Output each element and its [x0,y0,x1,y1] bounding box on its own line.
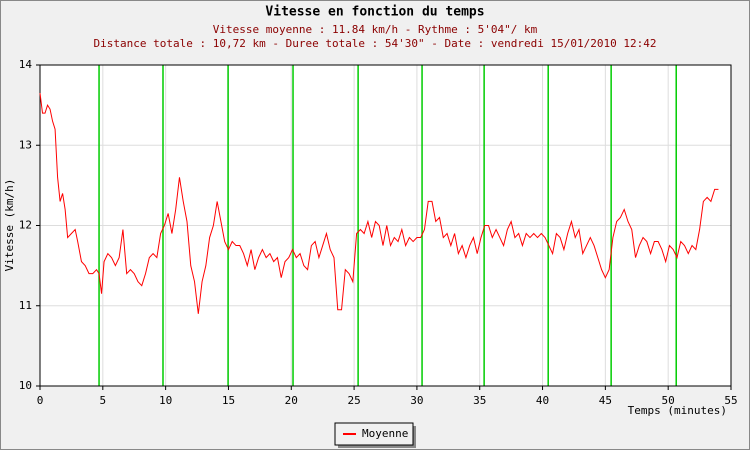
y-axis-label: Vitesse (km/h) [3,179,16,272]
x-tick-label: 25 [347,394,360,407]
legend: Moyenne [334,422,416,448]
x-axis-label: Temps (minutes) [628,404,727,417]
y-tick-label: 12 [19,219,32,232]
y-tick-label: 11 [19,299,32,312]
x-tick-label: 40 [536,394,549,407]
y-tick-label: 13 [19,138,32,151]
y-tick-label: 14 [19,58,33,71]
plot-frame [39,64,732,387]
chart-title: Vitesse en fonction du temps [265,5,484,20]
y-tick-label: 10 [19,379,32,392]
data-line [39,93,719,314]
x-tick-label: 55 [724,394,737,407]
subtitle: Distance totale : 10,72 km - Duree total… [94,37,657,50]
legend-box [334,422,414,446]
x-tick-label: 15 [222,394,235,407]
x-tick-label: 30 [410,394,423,407]
x-tick-label: 50 [662,394,675,407]
legend-label: Moyenne [362,427,408,440]
x-tick-label: 20 [285,394,298,407]
x-tick-label: 35 [473,394,486,407]
x-tick-label: 0 [37,394,44,407]
subtitle: Vitesse moyenne : 11.84 km/h - Rythme : … [213,23,538,36]
x-tick-label: 10 [159,394,172,407]
x-tick-label: 45 [599,394,612,407]
x-tick-label: 5 [100,394,107,407]
